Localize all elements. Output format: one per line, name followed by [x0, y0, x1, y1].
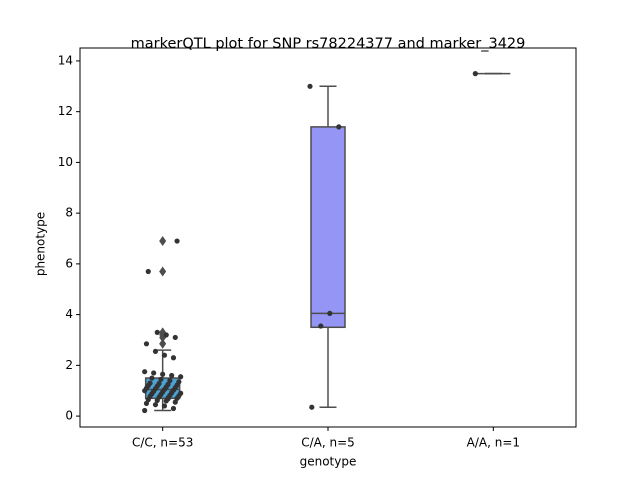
plot-frame [79, 47, 577, 428]
y-tick-label: 12 [58, 104, 73, 118]
x-tick-label: C/C, n=53 [132, 436, 193, 450]
strip-point [178, 374, 184, 380]
strip-point [169, 372, 175, 379]
strip-point [147, 380, 153, 386]
x-tick-label: A/A, n=1 [467, 436, 520, 450]
y-tick-label: 8 [65, 206, 73, 220]
strip-point [154, 329, 160, 335]
x-axis-label: genotype [300, 455, 357, 469]
strip-point [151, 370, 157, 376]
box [310, 126, 346, 329]
y-tick-label: 0 [65, 409, 73, 423]
y-tick-label: 14 [58, 53, 73, 67]
strip-point [161, 403, 168, 409]
strip-point [167, 377, 173, 384]
x-tick-label: C/A, n=5 [301, 436, 355, 450]
strip-point [156, 381, 162, 387]
y-tick-label: 10 [58, 155, 73, 169]
y-tick-label: 2 [65, 358, 73, 372]
flier [159, 266, 167, 277]
flier [159, 236, 167, 247]
strip-point [309, 404, 315, 410]
strip-point [307, 83, 313, 89]
strip-point [176, 379, 182, 385]
y-axis-label: phenotype [34, 212, 48, 276]
strip-point [161, 352, 168, 358]
strip-point [327, 310, 333, 316]
strip-point [145, 268, 151, 275]
strip-point [170, 405, 177, 412]
strip-point [163, 332, 169, 338]
strip-point [149, 375, 155, 381]
strip-point [178, 390, 184, 396]
strip-point [174, 238, 180, 244]
strip-point [172, 334, 178, 341]
strip-point [160, 371, 166, 377]
strip-point [142, 369, 148, 375]
chart-title: markerQTL plot for SNP rs78224377 and ma… [131, 36, 526, 52]
strip-point [165, 396, 171, 402]
strip-point [472, 71, 478, 77]
strip-point [152, 402, 159, 408]
y-tick-label: 4 [65, 307, 73, 321]
flier [159, 338, 167, 349]
strip-point [336, 124, 342, 130]
strip-point [158, 376, 164, 382]
strip-point [170, 355, 177, 361]
y-tick-label: 6 [65, 256, 73, 270]
strip-point [143, 341, 150, 347]
strip-point [152, 348, 159, 355]
strip-point [318, 323, 324, 329]
strip-point [142, 407, 148, 414]
